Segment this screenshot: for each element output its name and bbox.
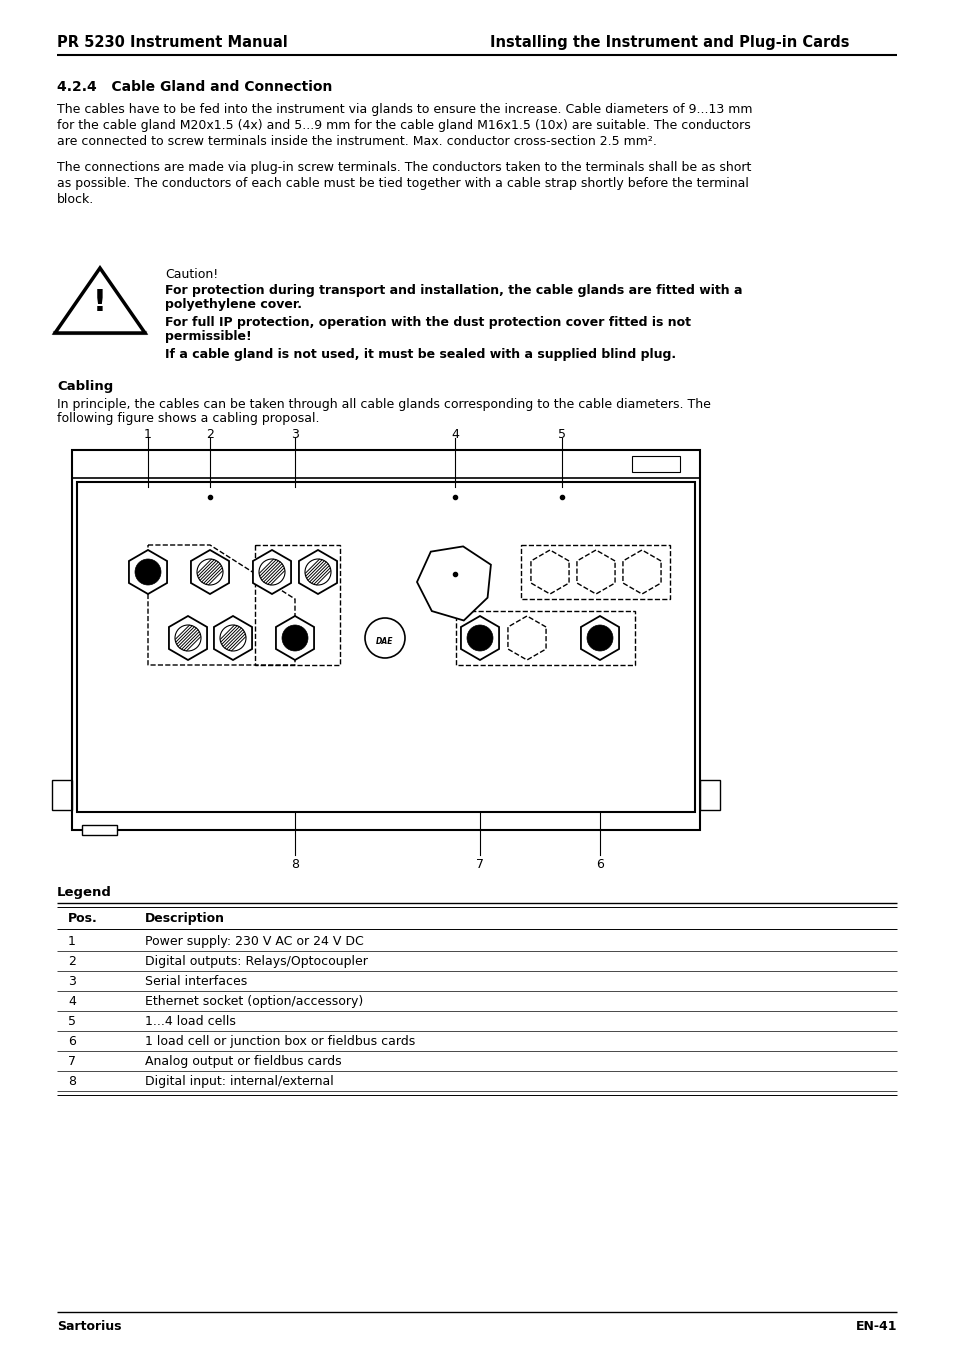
- Text: following figure shows a cabling proposal.: following figure shows a cabling proposa…: [57, 412, 319, 425]
- Text: permissible!: permissible!: [165, 329, 252, 343]
- Text: Power supply: 230 V AC or 24 V DC: Power supply: 230 V AC or 24 V DC: [145, 936, 363, 948]
- Text: The connections are made via plug-in screw terminals. The conductors taken to th: The connections are made via plug-in scr…: [57, 161, 751, 174]
- Circle shape: [196, 559, 223, 585]
- Text: 4: 4: [68, 995, 76, 1008]
- Text: 2: 2: [68, 954, 76, 968]
- Circle shape: [258, 559, 285, 585]
- Polygon shape: [577, 549, 615, 594]
- Bar: [71, 450, 700, 478]
- Text: The cables have to be fed into the instrument via glands to ensure the increase.: The cables have to be fed into the instr…: [57, 103, 752, 116]
- Circle shape: [135, 559, 161, 585]
- Text: Cabling: Cabling: [57, 379, 113, 393]
- Text: For protection during transport and installation, the cable glands are fitted wi: For protection during transport and inst…: [165, 284, 741, 297]
- Polygon shape: [460, 616, 498, 660]
- Text: Caution!: Caution!: [165, 269, 218, 281]
- Text: !: !: [93, 288, 107, 317]
- Text: EN-41: EN-41: [855, 1320, 896, 1332]
- Text: 5: 5: [558, 428, 565, 441]
- Circle shape: [282, 625, 308, 651]
- Text: Serial interfaces: Serial interfaces: [145, 975, 247, 988]
- Text: 8: 8: [68, 1075, 76, 1088]
- Text: Digital outputs: Relays/Optocoupler: Digital outputs: Relays/Optocoupler: [145, 954, 368, 968]
- Polygon shape: [298, 549, 336, 594]
- Text: Ethernet socket (option/accessory): Ethernet socket (option/accessory): [145, 995, 363, 1008]
- Text: Analog output or fieldbus cards: Analog output or fieldbus cards: [145, 1054, 341, 1068]
- Polygon shape: [213, 616, 252, 660]
- Polygon shape: [416, 547, 491, 621]
- Polygon shape: [580, 616, 618, 660]
- Polygon shape: [129, 549, 167, 594]
- Text: 7: 7: [68, 1054, 76, 1068]
- Text: Installing the Instrument and Plug-in Cards: Installing the Instrument and Plug-in Ca…: [490, 35, 848, 50]
- Text: 6: 6: [596, 859, 603, 871]
- Text: 3: 3: [68, 975, 76, 988]
- Bar: [52, 780, 71, 810]
- Text: For full IP protection, operation with the dust protection cover fitted is not: For full IP protection, operation with t…: [165, 316, 690, 329]
- Text: Digital input: internal/external: Digital input: internal/external: [145, 1075, 334, 1088]
- Text: 1: 1: [68, 936, 76, 948]
- Bar: [77, 482, 695, 811]
- Text: 3: 3: [291, 428, 298, 441]
- Text: are connected to screw terminals inside the instrument. Max. conductor cross-sec: are connected to screw terminals inside …: [57, 135, 657, 148]
- Text: 4: 4: [451, 428, 458, 441]
- Text: Legend: Legend: [57, 886, 112, 899]
- Bar: [700, 780, 720, 810]
- Circle shape: [174, 625, 201, 651]
- Text: polyethylene cover.: polyethylene cover.: [165, 298, 302, 311]
- Text: Pos.: Pos.: [68, 913, 97, 925]
- Circle shape: [365, 618, 405, 657]
- Text: 1...4 load cells: 1...4 load cells: [145, 1015, 235, 1027]
- Polygon shape: [253, 549, 291, 594]
- Circle shape: [305, 559, 331, 585]
- Polygon shape: [55, 269, 145, 333]
- Text: 5: 5: [68, 1015, 76, 1027]
- Circle shape: [586, 625, 613, 651]
- Text: as possible. The conductors of each cable must be tied together with a cable str: as possible. The conductors of each cabl…: [57, 177, 748, 190]
- Polygon shape: [191, 549, 229, 594]
- Text: 6: 6: [68, 1035, 76, 1048]
- Text: Description: Description: [145, 913, 225, 925]
- Text: If a cable gland is not used, it must be sealed with a supplied blind plug.: If a cable gland is not used, it must be…: [165, 348, 676, 360]
- Text: 1 load cell or junction box or fieldbus cards: 1 load cell or junction box or fieldbus …: [145, 1035, 415, 1048]
- Polygon shape: [275, 616, 314, 660]
- Bar: [71, 450, 700, 830]
- Text: block.: block.: [57, 193, 94, 207]
- Circle shape: [220, 625, 246, 651]
- Text: 8: 8: [291, 859, 298, 871]
- Bar: [631, 456, 679, 472]
- Text: In principle, the cables can be taken through all cable glands corresponding to : In principle, the cables can be taken th…: [57, 398, 710, 410]
- Text: DAE: DAE: [375, 637, 394, 647]
- Polygon shape: [622, 549, 660, 594]
- Text: 7: 7: [476, 859, 483, 871]
- Text: 4.2.4   Cable Gland and Connection: 4.2.4 Cable Gland and Connection: [57, 80, 332, 94]
- Circle shape: [467, 625, 493, 651]
- Text: for the cable gland M20x1.5 (4x) and 5...9 mm for the cable gland M16x1.5 (10x) : for the cable gland M20x1.5 (4x) and 5..…: [57, 119, 750, 132]
- Bar: [82, 825, 117, 836]
- Polygon shape: [169, 616, 207, 660]
- Text: PR 5230 Instrument Manual: PR 5230 Instrument Manual: [57, 35, 288, 50]
- Text: 1: 1: [144, 428, 152, 441]
- Polygon shape: [531, 549, 568, 594]
- Text: 2: 2: [206, 428, 213, 441]
- Text: Sartorius: Sartorius: [57, 1320, 121, 1332]
- Polygon shape: [507, 616, 545, 660]
